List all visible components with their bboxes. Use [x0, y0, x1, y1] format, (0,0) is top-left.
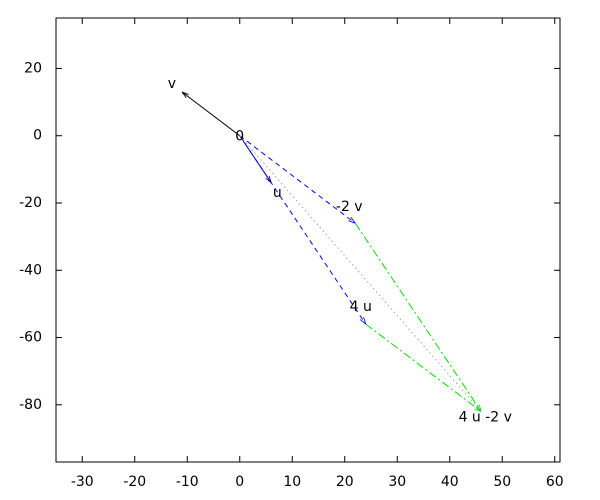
vector-label: 4 u	[350, 299, 372, 315]
y-tick-label: -80	[19, 397, 42, 413]
annotation: 0	[235, 129, 244, 145]
y-tick-label: -20	[19, 195, 42, 211]
x-tick-label: 20	[336, 474, 354, 490]
x-tick-label: 40	[441, 474, 459, 490]
vector	[182, 92, 241, 137]
vector	[354, 222, 481, 411]
vector	[239, 135, 482, 412]
x-tick-label: 0	[235, 474, 244, 490]
y-tick-label: 20	[24, 60, 42, 76]
plot-frame	[55, 17, 561, 463]
x-tick-label: -20	[123, 474, 146, 490]
vector-label: 4 u -2 v	[459, 410, 512, 426]
x-tick-label: 50	[493, 474, 511, 490]
vector-label: v	[168, 76, 176, 92]
x-tick-label: -10	[176, 474, 199, 490]
x-tick-label: 60	[546, 474, 564, 490]
vector	[239, 135, 366, 324]
x-tick-label: -30	[71, 474, 94, 490]
y-tick-label: -60	[19, 330, 42, 346]
vector-label: u	[273, 185, 282, 201]
x-tick-label: 30	[388, 474, 406, 490]
x-tick-label: 10	[283, 474, 301, 490]
vector	[365, 323, 482, 411]
y-tick-label: -40	[19, 262, 42, 278]
vector-label: -2 v	[336, 199, 363, 215]
vector	[239, 135, 356, 223]
y-tick-label: 0	[33, 128, 42, 144]
